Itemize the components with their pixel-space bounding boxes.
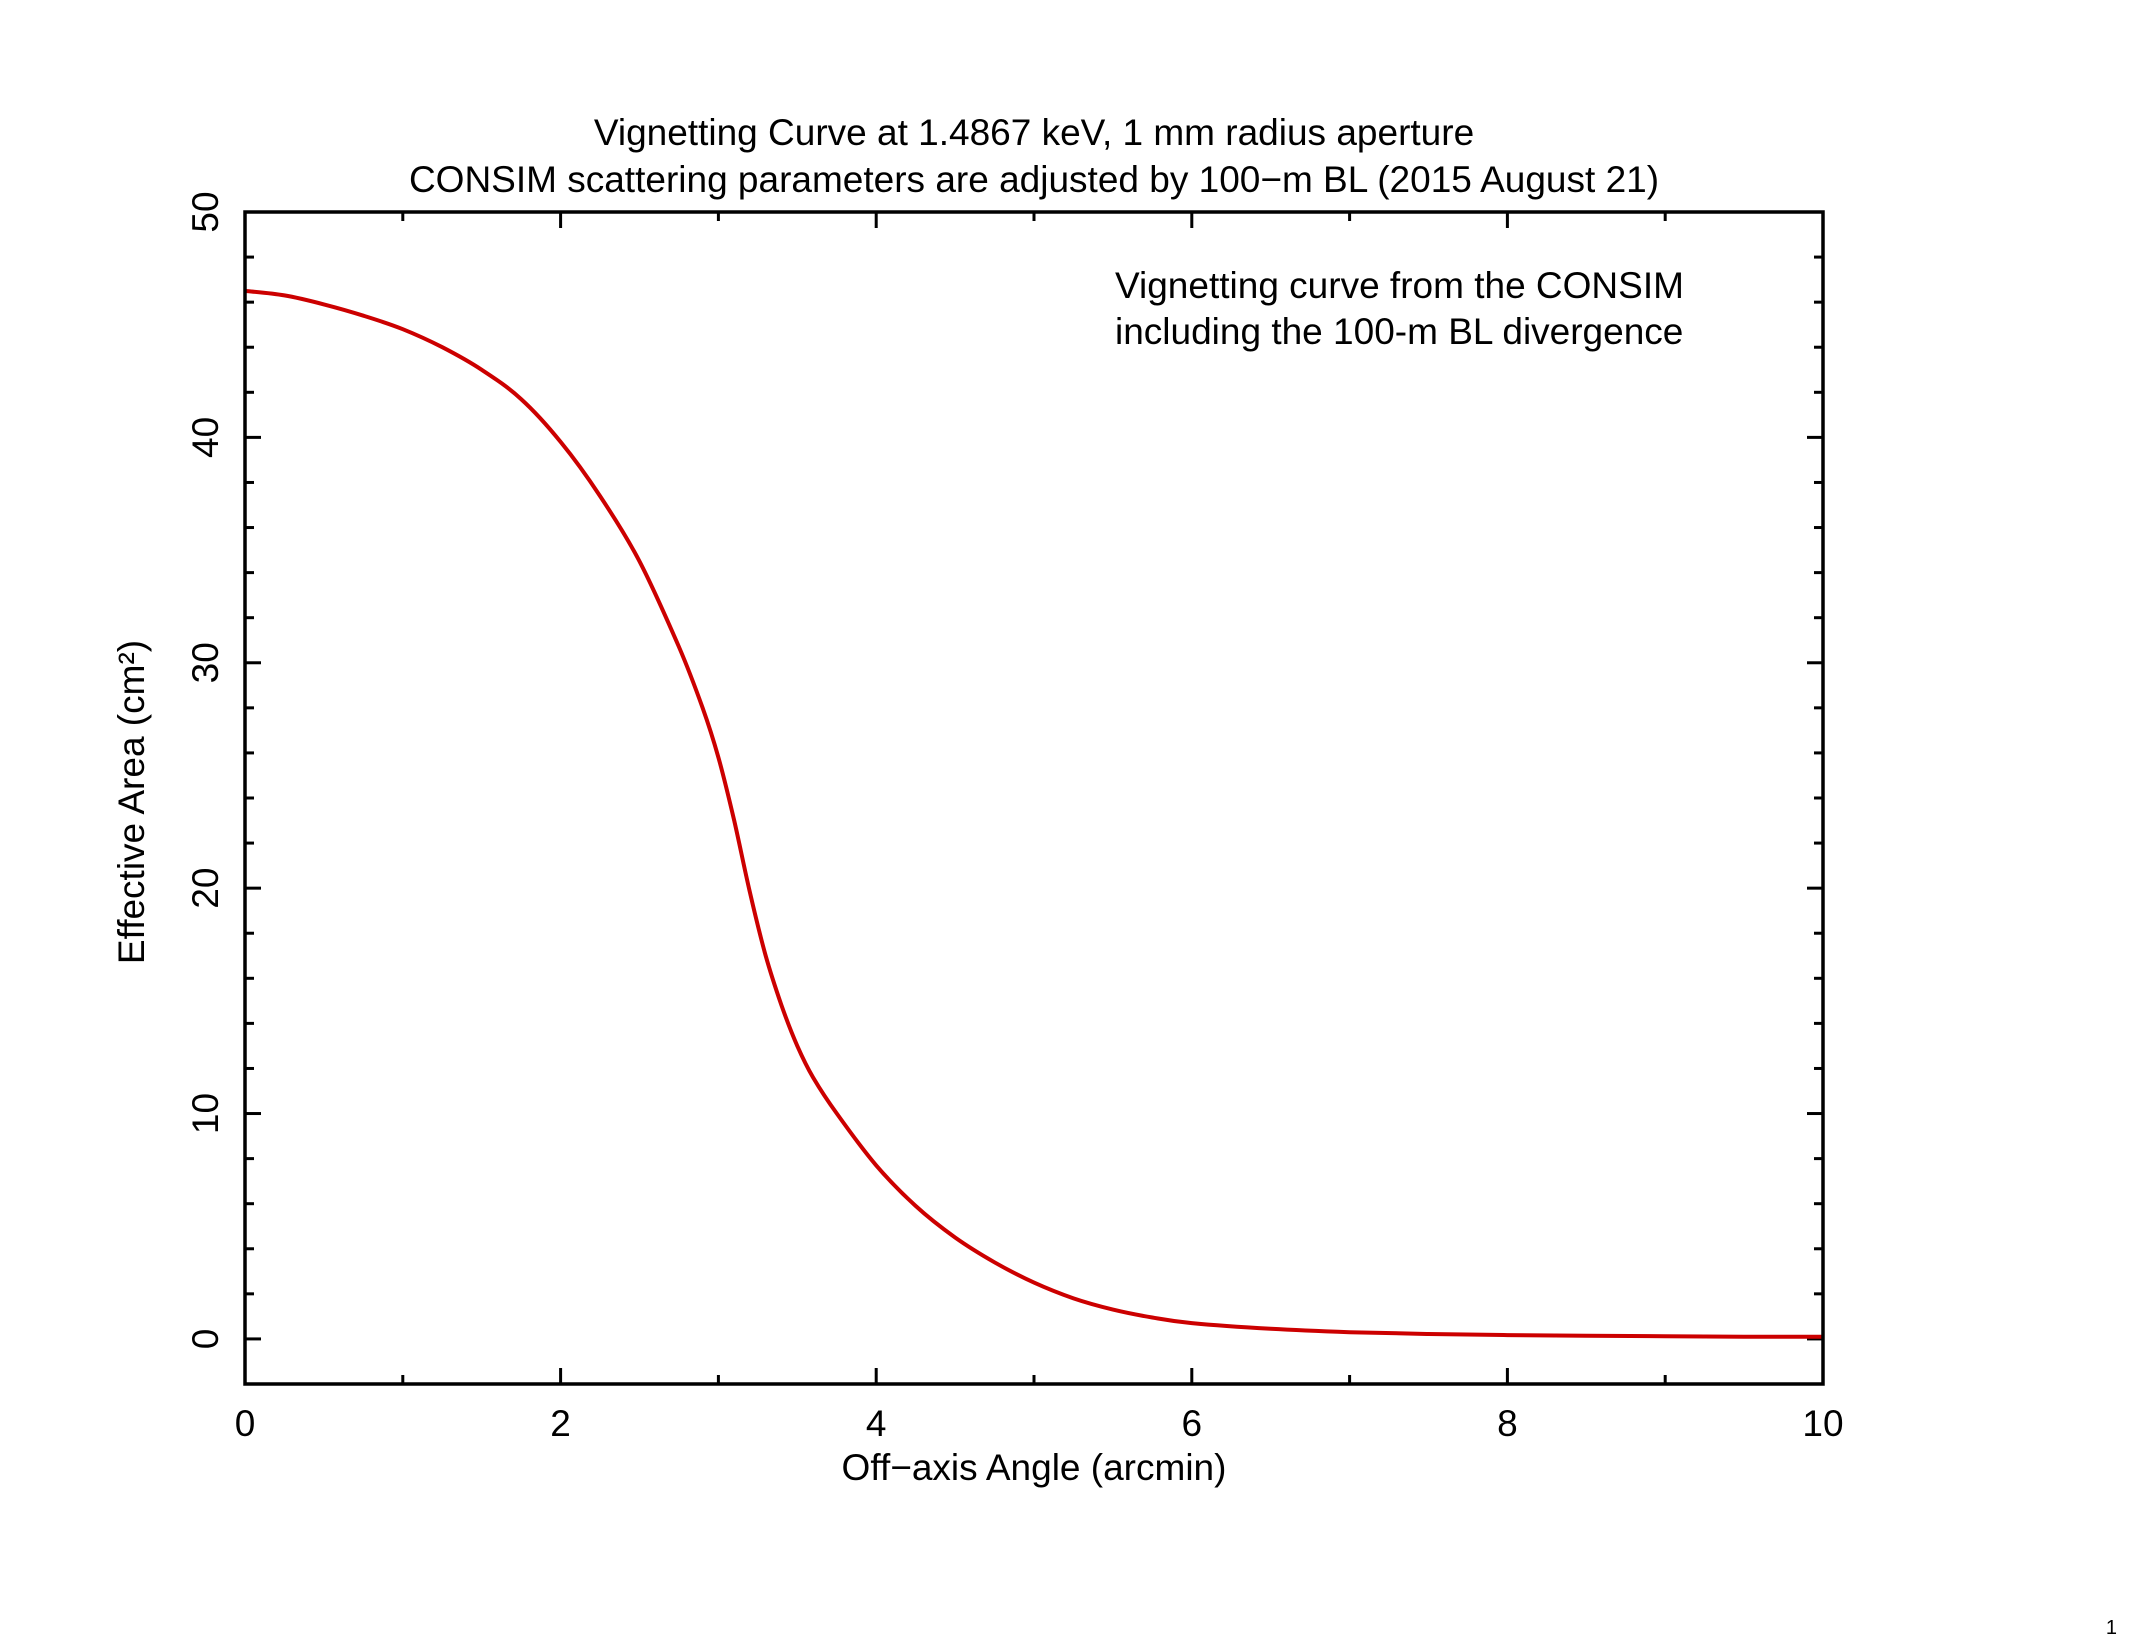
y-tick-label: 30 [185,642,226,683]
series-point [362,314,365,317]
x-axis-label: Off−axis Angle (arcmin) [842,1447,1227,1488]
series-point [559,441,562,443]
x-tick-label: 0 [235,1403,256,1444]
series-point [836,1112,838,1115]
y-tick-label: 0 [185,1329,226,1350]
series-point [1585,1335,1588,1337]
x-tick-label: 10 [1802,1403,1843,1444]
series-point [323,303,325,306]
series-point [796,1045,799,1047]
x-tick-label: 8 [1497,1403,1518,1444]
y-tick-label: 20 [185,868,226,909]
y-tick-label: 50 [185,191,226,232]
series-point [1151,1316,1154,1319]
series-point [1072,1297,1075,1300]
plot-frame [243,210,1825,1386]
series-point [717,756,720,759]
series-point [993,1261,996,1264]
page-number: 1 [2106,1617,2117,1639]
series-point [701,707,704,709]
y-axis-ticks [245,210,1823,1386]
chart-subtitle: CONSIM scattering parameters are adjuste… [409,159,1659,200]
series-point [1269,1328,1272,1330]
series-point [733,819,735,822]
series-point [954,1236,956,1239]
series-point [480,369,483,371]
x-axis-ticks [243,212,1825,1384]
x-tick-label: 2 [550,1403,571,1444]
series-point [599,495,601,497]
series-line [244,288,1823,1339]
series-point [875,1164,877,1167]
series-point [441,346,444,349]
y-tick-label: 10 [185,1093,226,1134]
series-point [749,891,751,894]
series-point [678,646,680,648]
series-point [402,328,404,331]
series-point [1191,1322,1193,1324]
y-axis-label: Effective Area (cm²) [111,640,152,964]
series-point [638,560,641,563]
series-point [1664,1335,1666,1337]
annotation-line-2: including the 100-m BL divergence [1115,311,1683,352]
series-point [1506,1334,1509,1336]
series-layer [244,288,1824,1339]
series-point [780,1004,783,1007]
series-point [1348,1331,1351,1333]
y-tick-label: 40 [185,417,226,458]
series-point [1427,1333,1430,1335]
y-axis-tick-labels: 0 10 20 30 40 50 [185,191,226,1349]
x-tick-label: 6 [1182,1403,1203,1444]
chart-title: Vignetting Curve at 1.4867 keV, 1 mm rad… [594,112,1474,153]
series-point [1112,1308,1114,1311]
series-point [914,1205,917,1207]
annotation-line-1: Vignetting curve from the CONSIM [1115,265,1684,306]
series-point [764,955,767,957]
series-point [812,1076,814,1079]
series-point [1033,1281,1035,1284]
series-point [520,398,522,400]
x-axis-tick-labels: 0 2 4 6 8 10 [235,1403,1844,1444]
x-tick-label: 4 [866,1403,887,1444]
series-point [1743,1335,1745,1338]
series-point [283,294,286,297]
